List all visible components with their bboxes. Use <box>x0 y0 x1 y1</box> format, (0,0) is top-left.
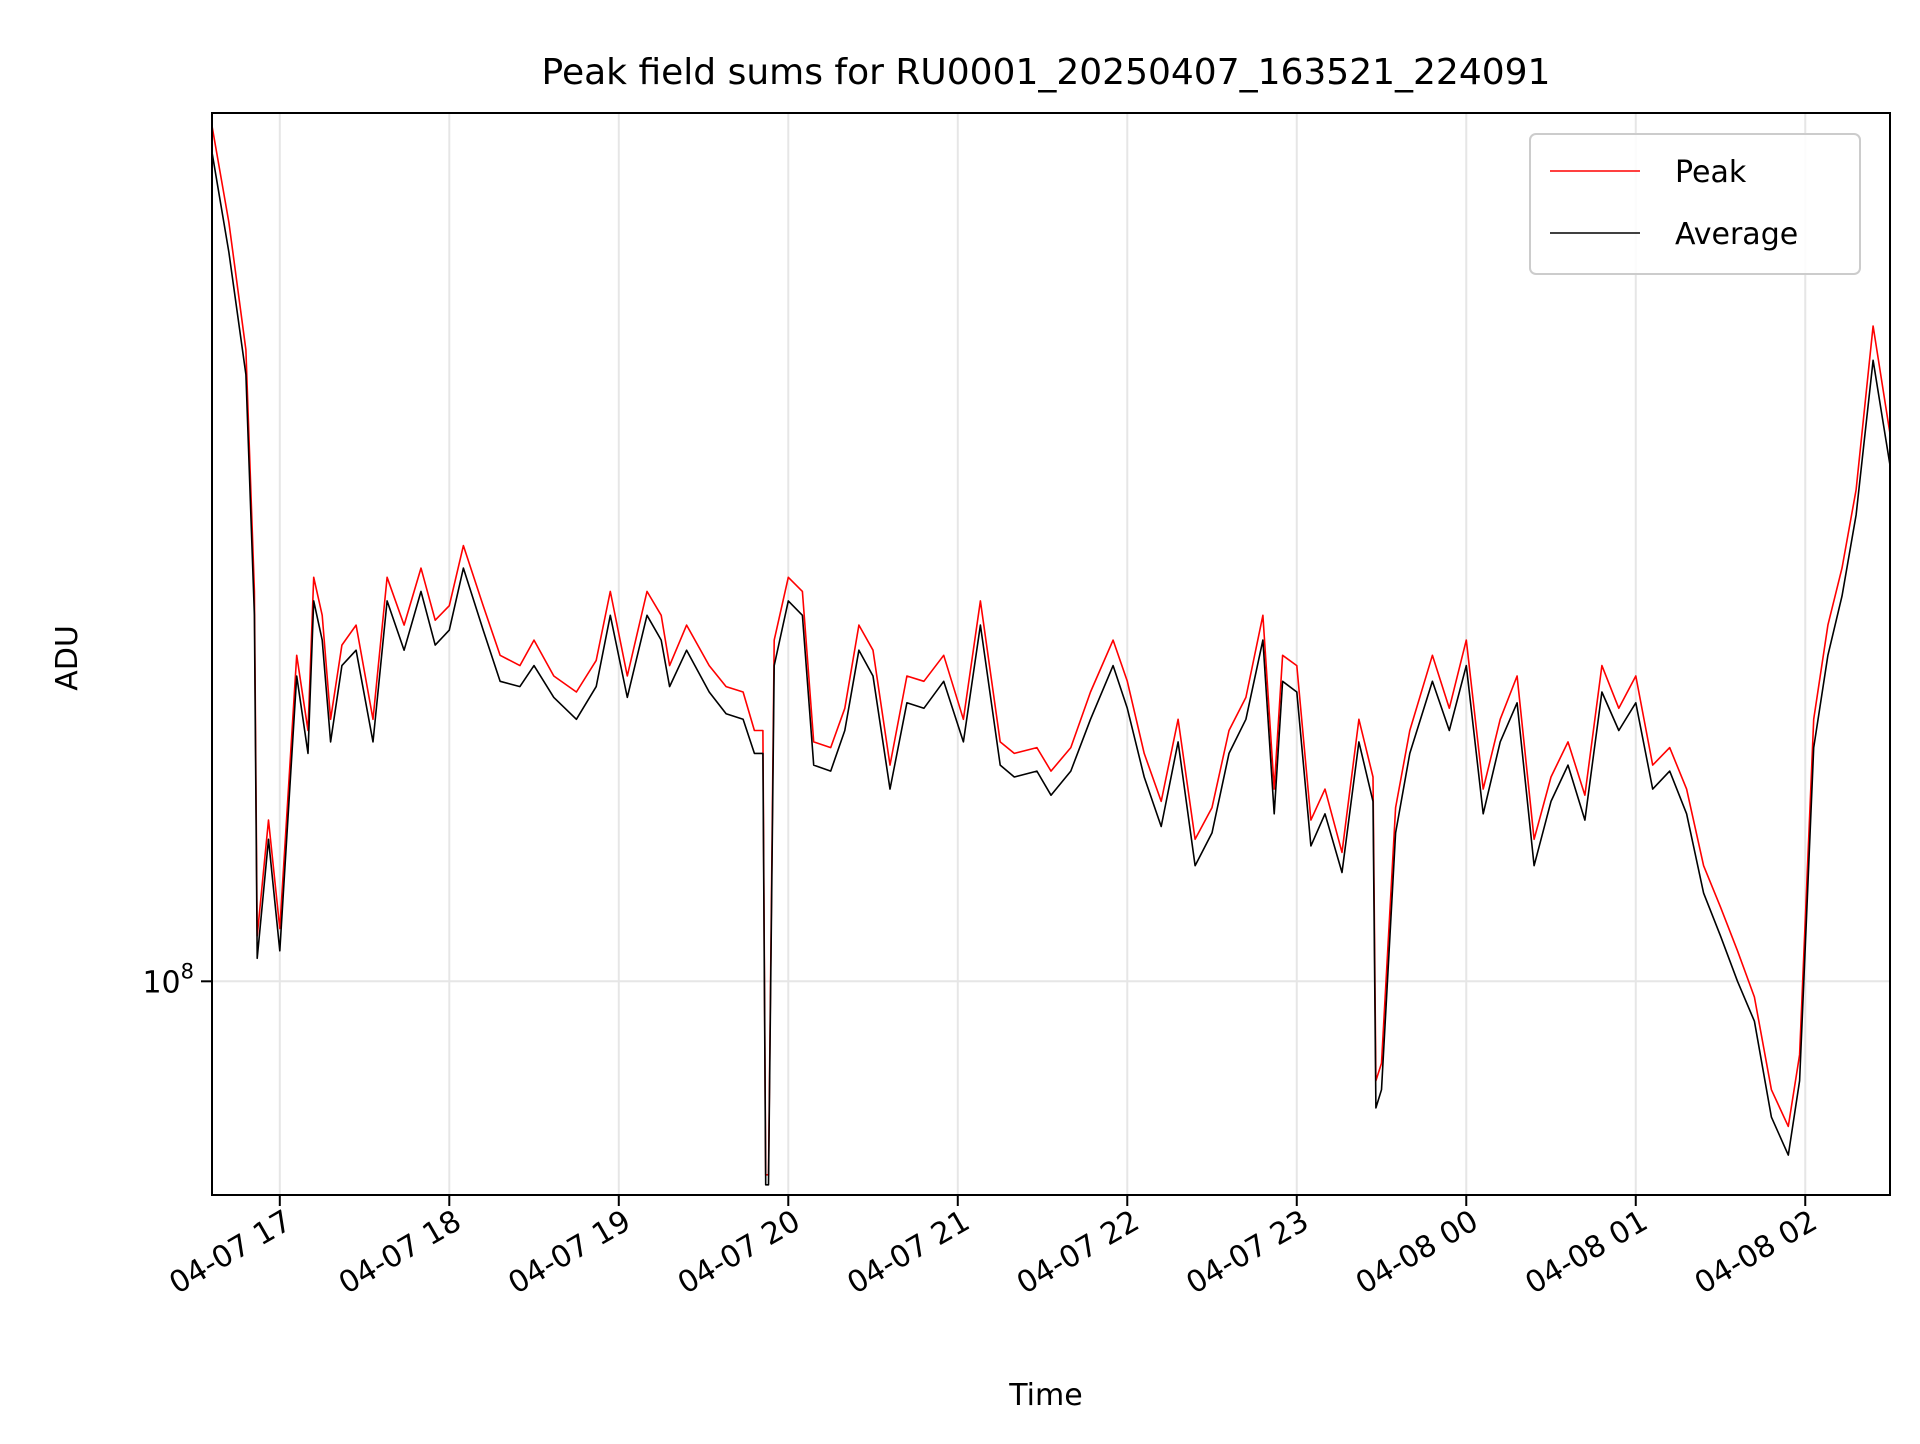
x-axis-label: Time <box>1008 1378 1082 1413</box>
y-tick-exponent: 8 <box>181 959 194 983</box>
plot-frame <box>211 112 1891 1196</box>
y-axis-label: ADU <box>50 625 85 691</box>
chart-title: Peak field sums for RU0001_20250407_1635… <box>542 52 1551 93</box>
series-layer <box>212 125 1890 1186</box>
legend-box <box>1529 133 1861 275</box>
legend-label-peak: Peak <box>1675 155 1747 190</box>
y-tick-label: 108 <box>142 959 194 1000</box>
series-line-peak <box>212 125 1890 1176</box>
y-tick-base: 10 <box>142 965 180 1000</box>
series-line-average <box>212 152 1890 1186</box>
legend-label-average: Average <box>1675 217 1798 252</box>
legend: Peak Average <box>1529 133 1861 275</box>
